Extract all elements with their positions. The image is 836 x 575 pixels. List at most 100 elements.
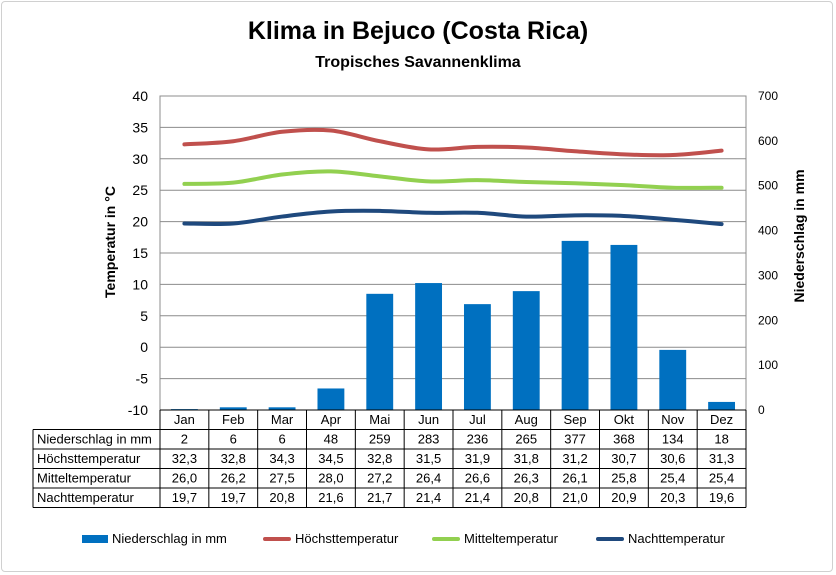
chart-title: Klima in Bejuco (Costa Rica) xyxy=(247,17,589,45)
precipitation-bar xyxy=(512,291,540,410)
table-cell: 34,5 xyxy=(318,451,343,466)
precipitation-bar xyxy=(561,240,589,410)
legend-label: Mitteltemperatur xyxy=(464,531,558,546)
legend-swatch xyxy=(596,536,624,541)
table-cell: 26,4 xyxy=(416,471,441,486)
month-label: Sep xyxy=(564,412,587,427)
month-label: Mai xyxy=(369,412,390,427)
y-left-tick-label: 5 xyxy=(140,308,148,324)
precipitation-bar xyxy=(219,407,247,410)
table-cell: 28,0 xyxy=(318,471,343,486)
table-cell: 236 xyxy=(467,432,489,447)
table-cell: 2 xyxy=(181,432,188,447)
precipitation-bar xyxy=(463,304,491,410)
table-cell: 283 xyxy=(418,432,440,447)
month-label: Dez xyxy=(710,412,733,427)
month-label: Okt xyxy=(614,412,635,427)
month-label: Feb xyxy=(222,412,244,427)
table-cell: 21,7 xyxy=(367,490,392,505)
legend-item: Nachttemperatur xyxy=(596,531,725,546)
legend-item: Höchsttemperatur xyxy=(263,531,398,546)
table-cell: 134 xyxy=(662,432,684,447)
chart-legend: Niederschlag in mm Höchsttemperatur Mittel… xyxy=(0,531,836,549)
table-cell: 265 xyxy=(515,432,537,447)
month-label: Jun xyxy=(418,412,439,427)
table-cell: 19,6 xyxy=(709,490,734,505)
precipitation-bar xyxy=(415,283,443,410)
table-cell: 32,8 xyxy=(367,451,392,466)
y-right-tick-label: 400 xyxy=(758,224,778,238)
table-cell: 30,7 xyxy=(611,451,636,466)
table-row-header: Höchsttemperatur xyxy=(37,451,141,466)
month-label: Mar xyxy=(271,412,294,427)
mitteltemperatur-line xyxy=(182,169,724,190)
legend-swatch xyxy=(263,536,291,541)
table-cell: 30,6 xyxy=(660,451,685,466)
table-cell: 6 xyxy=(278,432,285,447)
table-cell: 21,0 xyxy=(562,490,587,505)
y-left-tick-label: -5 xyxy=(136,371,149,387)
table-cell: 368 xyxy=(613,432,635,447)
y-left-tick-label: 40 xyxy=(132,88,148,104)
table-cell: 377 xyxy=(564,432,586,447)
y-left-tick-label: 35 xyxy=(132,119,148,135)
legend-label: Nachttemperatur xyxy=(628,531,725,546)
table-cell: 26,3 xyxy=(514,471,539,486)
month-label: Aug xyxy=(515,412,538,427)
y-left-tick-label: 0 xyxy=(140,339,148,355)
y-right-tick-label: 700 xyxy=(758,89,778,103)
y-left-tick-label: 15 xyxy=(132,245,148,261)
table-cell: 31,5 xyxy=(416,451,441,466)
table-cell: 20,8 xyxy=(269,490,294,505)
table-cell: 31,3 xyxy=(709,451,734,466)
table-cell: 25,4 xyxy=(660,471,685,486)
table-cell: 20,3 xyxy=(660,490,685,505)
table-row-header: Mitteltemperatur xyxy=(37,471,132,486)
y-left-tick-label: 10 xyxy=(132,276,148,292)
chart-subtitle: Tropisches Savannenklima xyxy=(315,54,521,71)
table-cell: 31,2 xyxy=(562,451,587,466)
table-cell: 20,9 xyxy=(611,490,636,505)
month-label: Nov xyxy=(661,412,685,427)
table-cell: 34,3 xyxy=(269,451,294,466)
legend-item: Mitteltemperatur xyxy=(432,531,558,546)
y-left-tick-label: -10 xyxy=(128,402,148,418)
y-left-tick-label: 20 xyxy=(132,214,148,230)
table-cell: 21,4 xyxy=(416,490,441,505)
table-cell: 26,2 xyxy=(221,471,246,486)
month-label: Jul xyxy=(469,412,486,427)
y-left-tick-label: 25 xyxy=(132,182,148,198)
y-right-tick-label: 100 xyxy=(758,358,778,372)
table-cell: 27,2 xyxy=(367,471,392,486)
table-cell: 26,1 xyxy=(562,471,587,486)
table-row-header: Niederschlag in mm xyxy=(37,432,152,447)
y-right-tick-label: 600 xyxy=(758,134,778,148)
table-cell: 19,7 xyxy=(221,490,246,505)
precipitation-bar xyxy=(268,407,296,410)
hoechsttemperatur-line xyxy=(182,127,724,158)
y-left-tick-label: 30 xyxy=(132,151,148,167)
table-row-header: Nachttemperatur xyxy=(37,490,134,505)
legend-label: Höchsttemperatur xyxy=(295,531,399,546)
month-label: Apr xyxy=(321,412,342,427)
table-cell: 31,8 xyxy=(514,451,539,466)
table-cell: 18 xyxy=(714,432,728,447)
table-cell: 32,3 xyxy=(172,451,197,466)
table-cell: 26,0 xyxy=(172,471,197,486)
y-right-tick-label: 300 xyxy=(758,268,778,282)
nachttemperatur-line xyxy=(182,208,724,227)
month-label: Jan xyxy=(174,412,195,427)
table-cell: 26,6 xyxy=(465,471,490,486)
table-cell: 32,8 xyxy=(221,451,246,466)
y-right-tick-label: 0 xyxy=(758,403,765,417)
y-left-axis-title: Temperatur in °C xyxy=(102,186,118,298)
precipitation-bar xyxy=(610,244,638,410)
table-cell: 19,7 xyxy=(172,490,197,505)
legend-label: Niederschlag in mm xyxy=(112,531,227,546)
table-cell: 27,5 xyxy=(269,471,294,486)
precipitation-bar xyxy=(317,388,345,410)
legend-swatch xyxy=(432,536,460,541)
table-cell: 20,8 xyxy=(514,490,539,505)
table-cell: 21,6 xyxy=(318,490,343,505)
